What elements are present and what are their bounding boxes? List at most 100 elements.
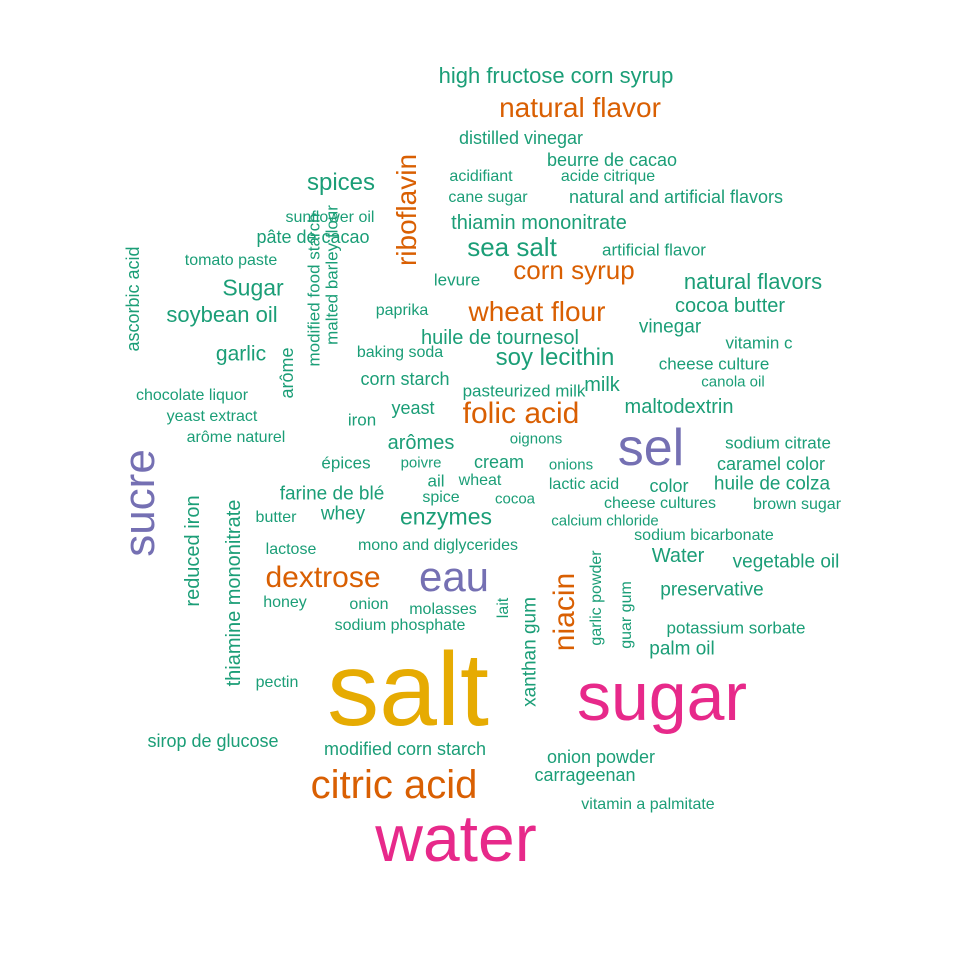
word-xanthan-gum-85: xanthan gum (519, 597, 541, 707)
word-pasteurized-milk-47: pasteurized milk (462, 381, 586, 401)
word-sunflower-oil-22: sunflower oil (285, 209, 375, 226)
word-pectin-95: pectin (255, 674, 299, 691)
word-wheat-flour-10: wheat flour (468, 296, 606, 327)
word-paprika-36: paprika (375, 302, 429, 319)
word-enzymes-77: enzymes (399, 503, 493, 530)
word-soy-lecithin-42: soy lecithin (495, 344, 615, 371)
word-milk-46: milk (584, 374, 620, 396)
word-sodium-bicarbonate-79: sodium bicarbonate (634, 527, 774, 544)
word-huile-de-tournesol-38: huile de tournesol (421, 327, 579, 349)
word-color-67: color (649, 476, 689, 496)
word-natural-and-artificial-flavors-21: natural and artificial flavors (568, 187, 784, 207)
word-sodium-phosphate-92: sodium phosphate (334, 617, 466, 634)
word-sucre-3: sucre (115, 449, 164, 557)
word-niacin-13: niacin (548, 572, 581, 652)
word-poivre-59: poivre (400, 454, 442, 472)
word-sugar-31: Sugar (222, 274, 284, 301)
word-cocoa-butter-34: cocoa butter (674, 295, 786, 317)
word-thiamin-mononitrate-23: thiamin mononitrate (451, 212, 627, 234)
word-sel-4: sel (617, 419, 685, 477)
word-artificial-flavor-26: artificial flavor (602, 240, 706, 260)
word-mono-and-diglycerides-81: mono and diglycerides (357, 537, 519, 554)
word-acidifiant-17: acidifiant (449, 168, 513, 185)
word-cheese-cultures-73: cheese cultures (603, 495, 717, 512)
word-wheat-65: wheat (458, 472, 502, 489)
word-arome-44: arôme (277, 347, 297, 399)
word-spices-19: spices (306, 169, 376, 196)
word-garlic-40: garlic (215, 342, 267, 366)
word-garlic-powder-82: garlic powder (588, 550, 605, 646)
word-vinegar-37: vinegar (638, 316, 702, 338)
word-palm-oil-94: palm oil (649, 638, 715, 660)
word-modified-food-starch-33: modified food starch (304, 213, 324, 367)
word-aromes-55: arômes (387, 432, 455, 454)
word-brown-sugar-74: brown sugar (752, 496, 842, 513)
word-water-1: water (375, 801, 537, 875)
word-modified-corn-starch-97: modified corn starch (323, 739, 487, 759)
word-high-fructose-corn-syrup-14: high fructose corn syrup (438, 63, 674, 88)
word-sodium-citrate-57: sodium citrate (725, 433, 831, 453)
word-natural-flavors-30: natural flavors (683, 269, 823, 294)
word-onion-powder-98: onion powder (546, 747, 656, 767)
word-guar-gum-86: guar gum (618, 581, 635, 649)
word-folic-acid-11: folic acid (462, 397, 580, 430)
word-salt-0: salt (327, 632, 489, 748)
word-whey-76: whey (320, 503, 366, 525)
word-preservative-87: preservative (660, 579, 764, 601)
word-pate-de-cacao-24: pâte de cacao (256, 227, 370, 247)
word-eau-5: eau (418, 553, 490, 600)
word-water-83: Water (651, 545, 705, 567)
word-maltodextrin-50: maltodextrin (624, 396, 734, 418)
word-vitamin-c-39: vitamin c (725, 333, 793, 353)
word-dextrose-12: dextrose (265, 561, 381, 594)
word-ail-64: ail (427, 471, 445, 491)
word-riboflavin-8: riboflavin (391, 153, 422, 267)
word-thiamine-mononitrate-63: thiamine mononitrate (223, 499, 245, 687)
word-citric-acid-6: citric acid (310, 763, 478, 807)
word-onion-89: onion (349, 596, 389, 613)
word-vitamin-a-palmitate-100: vitamin a palmitate (581, 796, 715, 813)
word-sirop-de-glucose-96: sirop de glucose (147, 731, 279, 751)
word-butter-75: butter (255, 509, 297, 526)
word-corn-starch-45: corn starch (360, 369, 450, 389)
word-calcium-chloride-78: calcium chloride (551, 512, 659, 530)
word-tomato-paste-28: tomato paste (184, 252, 278, 269)
word-spice-71: spice (422, 489, 460, 506)
word-arome-naturel-54: arôme naturel (186, 429, 286, 446)
word-sugar-2: sugar (576, 659, 748, 735)
word-corn-syrup-9: corn syrup (513, 255, 635, 285)
word-cheese-culture-43: cheese culture (658, 354, 770, 374)
word-iron-53: iron (347, 410, 377, 430)
word-potassium-sorbate-93: potassium sorbate (666, 618, 806, 638)
word-canola-oil-48: canola oil (701, 373, 765, 391)
word-oignons-56: oignons (509, 430, 563, 448)
word-acide-citrique-18: acide citrique (560, 168, 656, 185)
word-reduced-iron-69: reduced iron (182, 495, 204, 607)
word-distilled-vinegar-15: distilled vinegar (458, 128, 584, 148)
word-malted-barley-flour-32: malted barley flour (322, 205, 342, 345)
word-yeast-51: yeast (391, 398, 435, 418)
word-cream-60: cream (473, 452, 525, 472)
word-lactic-acid-66: lactic acid (548, 476, 620, 493)
word-onions-61: onions (548, 456, 594, 474)
word-lactose-80: lactose (265, 541, 317, 558)
word-natural-flavor-7: natural flavor (499, 92, 661, 123)
word-chocolate-liquor-49: chocolate liquor (135, 387, 249, 404)
word-honey-88: honey (263, 594, 307, 611)
word-cane-sugar-20: cane sugar (448, 189, 528, 206)
word-ascorbic-acid-27: ascorbic acid (123, 246, 143, 352)
word-huile-de-colza-68: huile de colza (713, 473, 831, 495)
word-molasses-90: molasses (409, 601, 477, 618)
word-vegetable-oil-84: vegetable oil (732, 551, 840, 573)
word-baking-soda-41: baking soda (356, 344, 444, 361)
word-epices-58: épices (321, 453, 371, 473)
word-farine-de-ble-70: farine de blé (279, 483, 385, 505)
word-yeast-extract-52: yeast extract (166, 408, 258, 425)
word-cocoa-72: cocoa (494, 490, 536, 508)
word-lait-91: lait (495, 597, 512, 619)
word-soybean-oil-35: soybean oil (166, 302, 278, 327)
word-caramel-color-62: caramel color (716, 454, 826, 474)
word-sea-salt-25: sea salt (467, 232, 557, 262)
word-levure-29: levure (433, 270, 481, 290)
